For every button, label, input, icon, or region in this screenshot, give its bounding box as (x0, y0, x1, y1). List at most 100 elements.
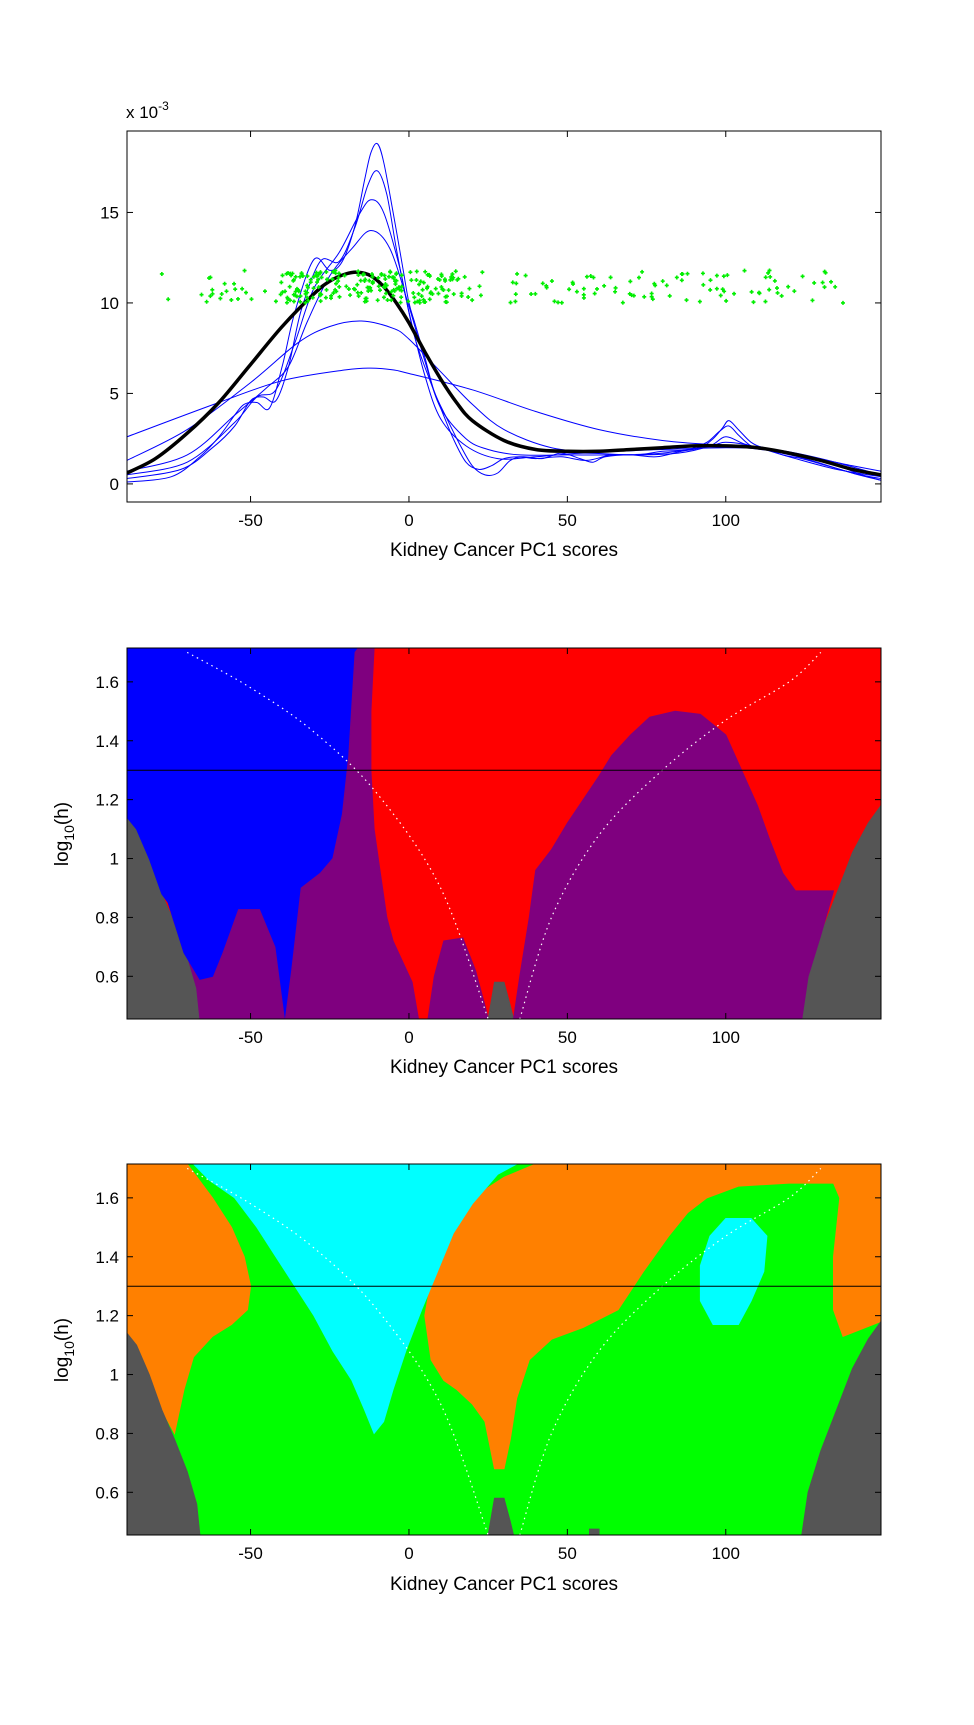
data-point (820, 280, 825, 285)
data-point (351, 286, 356, 291)
axes-frame-kde (126, 130, 882, 503)
kde-ytick-label: 15 (100, 203, 119, 222)
data-point (336, 279, 341, 284)
data-point (279, 280, 284, 285)
data-point (510, 280, 515, 285)
data-point (684, 298, 689, 303)
map-2-ytick-label: 1.4 (95, 1248, 119, 1267)
data-point (298, 299, 303, 304)
data-point (552, 299, 557, 304)
data-point (767, 287, 772, 292)
data-point (278, 292, 283, 297)
data-point (318, 270, 323, 275)
data-point (284, 300, 289, 305)
data-point (674, 275, 679, 280)
data-point (588, 274, 593, 279)
data-point (442, 277, 447, 282)
data-point (199, 292, 204, 297)
data-point (732, 291, 737, 296)
data-point (389, 289, 394, 294)
data-point (515, 271, 520, 276)
data-points (159, 268, 845, 305)
data-point (823, 270, 828, 275)
map-2-xtick-label: 0 (404, 1544, 413, 1563)
data-point (376, 275, 381, 280)
data-point (285, 295, 290, 300)
data-point (303, 291, 308, 296)
map-1-ytick-label: 1.6 (95, 673, 119, 692)
x-axis-label-map-2: Kidney Cancer PC1 scores (390, 1574, 618, 1595)
data-point (398, 300, 403, 305)
region-orange (424, 1164, 881, 1470)
data-point (369, 288, 374, 293)
data-point (763, 275, 768, 280)
data-point (772, 278, 777, 283)
data-point (311, 286, 316, 291)
data-point (293, 289, 298, 294)
map-2-ytick-label: 1.2 (95, 1307, 119, 1326)
data-point (291, 278, 296, 283)
data-point (389, 298, 394, 303)
data-point (383, 277, 388, 282)
data-point (466, 295, 471, 300)
data-point (359, 290, 364, 295)
data-point (393, 282, 398, 287)
map-1-xtick-label: 50 (558, 1028, 577, 1047)
kde-ytick-label: 5 (110, 384, 119, 403)
data-point (629, 293, 634, 298)
data-point (602, 283, 607, 288)
map-1-xtick-label: 100 (712, 1028, 740, 1047)
data-point (763, 299, 768, 304)
data-point (664, 283, 669, 288)
data-point (364, 296, 369, 301)
data-point (233, 287, 238, 292)
data-point (294, 286, 299, 291)
data-point (708, 287, 713, 292)
data-point (775, 290, 780, 295)
data-point (300, 273, 305, 278)
data-point (288, 298, 293, 303)
map-2-xtick-label: 50 (558, 1544, 577, 1563)
data-point (420, 287, 425, 292)
data-point (533, 291, 538, 296)
x-axis-label-kde: Kidney Cancer PC1 scores (390, 540, 618, 561)
data-point (367, 278, 372, 283)
data-point (792, 289, 797, 294)
region-gray (589, 1528, 600, 1535)
data-point (667, 293, 672, 298)
data-point (356, 269, 361, 274)
data-point (829, 279, 834, 284)
data-point (450, 272, 455, 277)
data-point (346, 287, 351, 292)
data-point (337, 294, 342, 299)
data-point (436, 291, 441, 296)
data-point (840, 300, 845, 305)
data-point (636, 275, 641, 280)
data-point (336, 275, 341, 280)
region-purple (512, 710, 835, 1019)
data-point (314, 273, 319, 278)
kde-ytick-label: 10 (100, 294, 119, 313)
data-point (441, 287, 446, 292)
region-cyan (192, 1164, 517, 1435)
data-point (379, 271, 384, 276)
data-point (594, 286, 599, 291)
data-point (574, 289, 579, 294)
data-point (628, 279, 633, 284)
map-2-ytick-label: 0.6 (95, 1483, 119, 1502)
data-point (810, 298, 815, 303)
axes-frame-map-2 (126, 1163, 882, 1536)
data-point (779, 293, 784, 298)
panel-sizer-map-2: -50 0 50 100 0.6 0.8 1 1.2 1.4 1.6 Kidney Cancer … (52, 1163, 882, 1595)
data-point (406, 299, 411, 304)
data-point (439, 272, 444, 277)
kde-curve (127, 170, 881, 481)
data-point (303, 300, 308, 305)
data-point (423, 269, 428, 274)
data-point (421, 297, 426, 302)
data-point (416, 291, 421, 296)
data-point (391, 275, 396, 280)
data-point (242, 268, 247, 273)
data-point (751, 300, 756, 305)
data-point (529, 292, 534, 297)
